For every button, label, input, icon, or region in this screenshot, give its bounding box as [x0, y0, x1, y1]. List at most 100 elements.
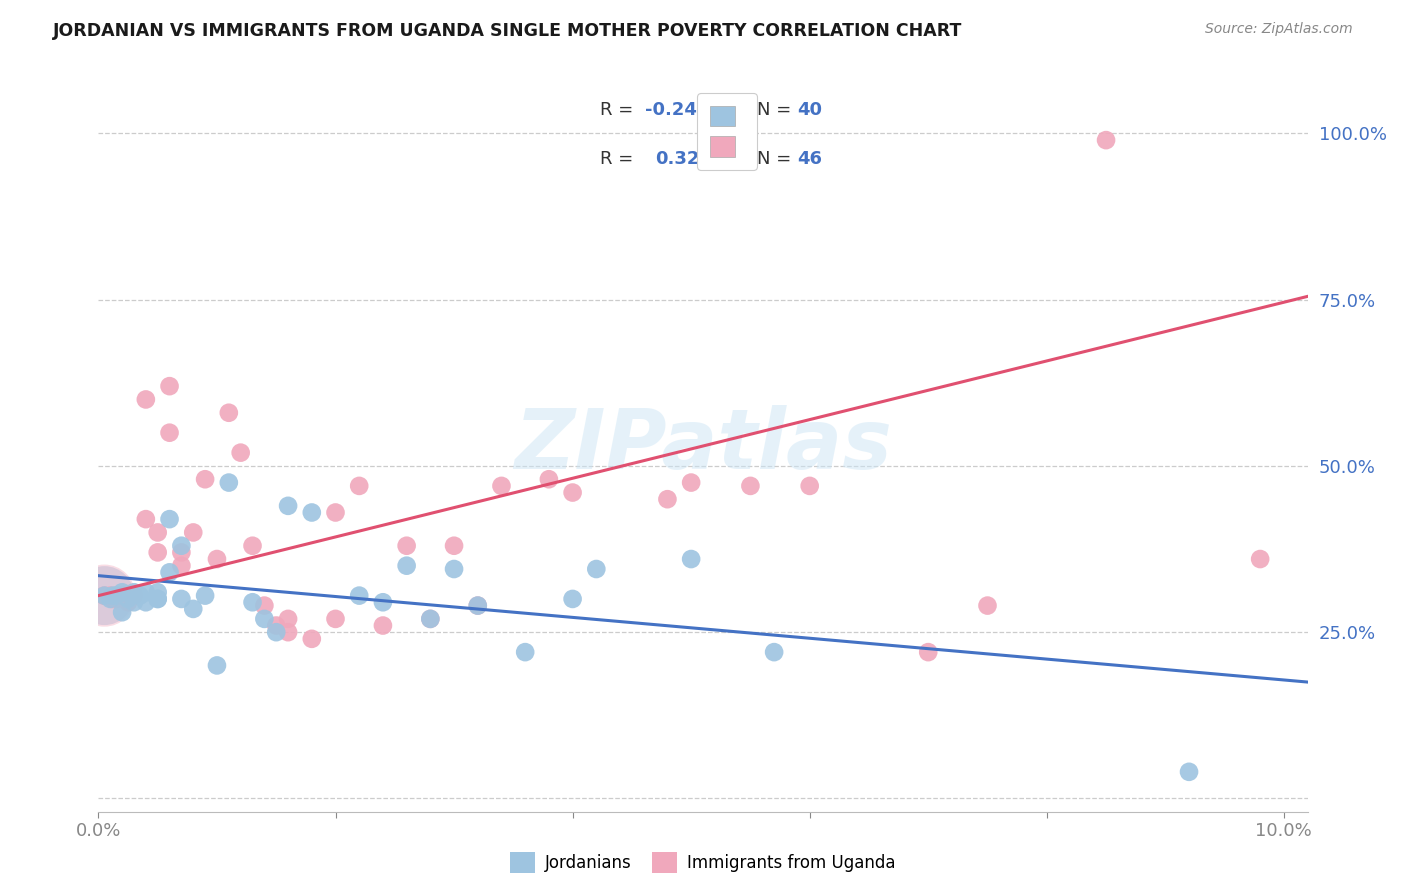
Point	[117, 591, 139, 606]
Point	[325, 612, 347, 626]
Point	[170, 558, 193, 573]
Point	[159, 566, 181, 580]
Point	[537, 472, 560, 486]
Point	[170, 591, 193, 606]
Point	[264, 625, 287, 640]
Text: -0.241: -0.241	[645, 101, 710, 119]
Point	[135, 595, 157, 609]
Point	[93, 589, 115, 603]
Point	[135, 392, 157, 407]
Point	[117, 595, 139, 609]
Point	[242, 539, 264, 553]
Point	[681, 552, 703, 566]
Point	[277, 625, 299, 640]
Legend: Jordanians, Immigrants from Uganda: Jordanians, Immigrants from Uganda	[503, 846, 903, 880]
Text: JORDANIAN VS IMMIGRANTS FROM UGANDA SINGLE MOTHER POVERTY CORRELATION CHART: JORDANIAN VS IMMIGRANTS FROM UGANDA SING…	[53, 22, 963, 40]
Point	[347, 589, 370, 603]
Point	[122, 595, 145, 609]
Point	[146, 525, 169, 540]
Point	[585, 562, 607, 576]
Text: R =: R =	[600, 101, 634, 119]
Point	[205, 658, 228, 673]
Point	[467, 599, 489, 613]
Point	[799, 479, 821, 493]
Point	[561, 485, 583, 500]
Text: N =: N =	[758, 101, 792, 119]
Point	[1178, 764, 1201, 779]
Point	[159, 379, 181, 393]
Point	[111, 589, 134, 603]
Point	[347, 479, 370, 493]
Point	[561, 591, 583, 606]
Point	[111, 589, 134, 603]
Point	[218, 475, 240, 490]
Point	[277, 499, 299, 513]
Point	[917, 645, 939, 659]
Point	[111, 585, 134, 599]
Point	[101, 591, 124, 606]
Text: R =: R =	[600, 150, 634, 169]
Point	[681, 475, 703, 490]
Point	[491, 479, 513, 493]
Point	[135, 585, 157, 599]
Point	[146, 591, 169, 606]
Point	[657, 492, 679, 507]
Point	[976, 599, 998, 613]
Text: 40: 40	[797, 101, 823, 119]
Point	[122, 585, 145, 599]
Text: ZIPatlas: ZIPatlas	[515, 406, 891, 486]
Point	[253, 612, 276, 626]
Point	[181, 525, 204, 540]
Point	[443, 562, 465, 576]
Point	[371, 618, 394, 632]
Point	[325, 506, 347, 520]
Point	[101, 589, 124, 603]
Point	[419, 612, 441, 626]
Point	[170, 539, 193, 553]
Text: 0.327: 0.327	[655, 150, 711, 169]
Point	[515, 645, 537, 659]
Point	[253, 599, 276, 613]
Point	[181, 602, 204, 616]
Text: Source: ZipAtlas.com: Source: ZipAtlas.com	[1205, 22, 1353, 37]
Point	[371, 595, 394, 609]
Point	[395, 539, 418, 553]
Point	[159, 425, 181, 440]
Point	[93, 589, 115, 603]
Point	[264, 618, 287, 632]
Point	[105, 589, 128, 603]
Point	[111, 605, 134, 619]
Point	[159, 512, 181, 526]
Text: 46: 46	[797, 150, 823, 169]
Legend: , : ,	[697, 93, 756, 169]
Point	[301, 506, 323, 520]
Text: N =: N =	[758, 150, 792, 169]
Point	[763, 645, 786, 659]
Point	[135, 512, 157, 526]
Point	[105, 591, 128, 606]
Point	[146, 545, 169, 559]
Point	[419, 612, 441, 626]
Point	[129, 589, 152, 603]
Point	[98, 591, 121, 606]
Point	[98, 589, 121, 603]
Point	[229, 445, 252, 459]
Point	[170, 545, 193, 559]
Point	[443, 539, 465, 553]
Point	[1095, 133, 1118, 147]
Point	[277, 612, 299, 626]
Point	[146, 591, 169, 606]
Point	[93, 589, 115, 603]
Point	[301, 632, 323, 646]
Point	[395, 558, 418, 573]
Point	[93, 589, 115, 603]
Point	[740, 479, 762, 493]
Point	[122, 589, 145, 603]
Point	[242, 595, 264, 609]
Point	[467, 599, 489, 613]
Point	[1249, 552, 1271, 566]
Point	[205, 552, 228, 566]
Point	[146, 585, 169, 599]
Y-axis label: Single Mother Poverty: Single Mother Poverty	[0, 354, 8, 538]
Point	[194, 589, 217, 603]
